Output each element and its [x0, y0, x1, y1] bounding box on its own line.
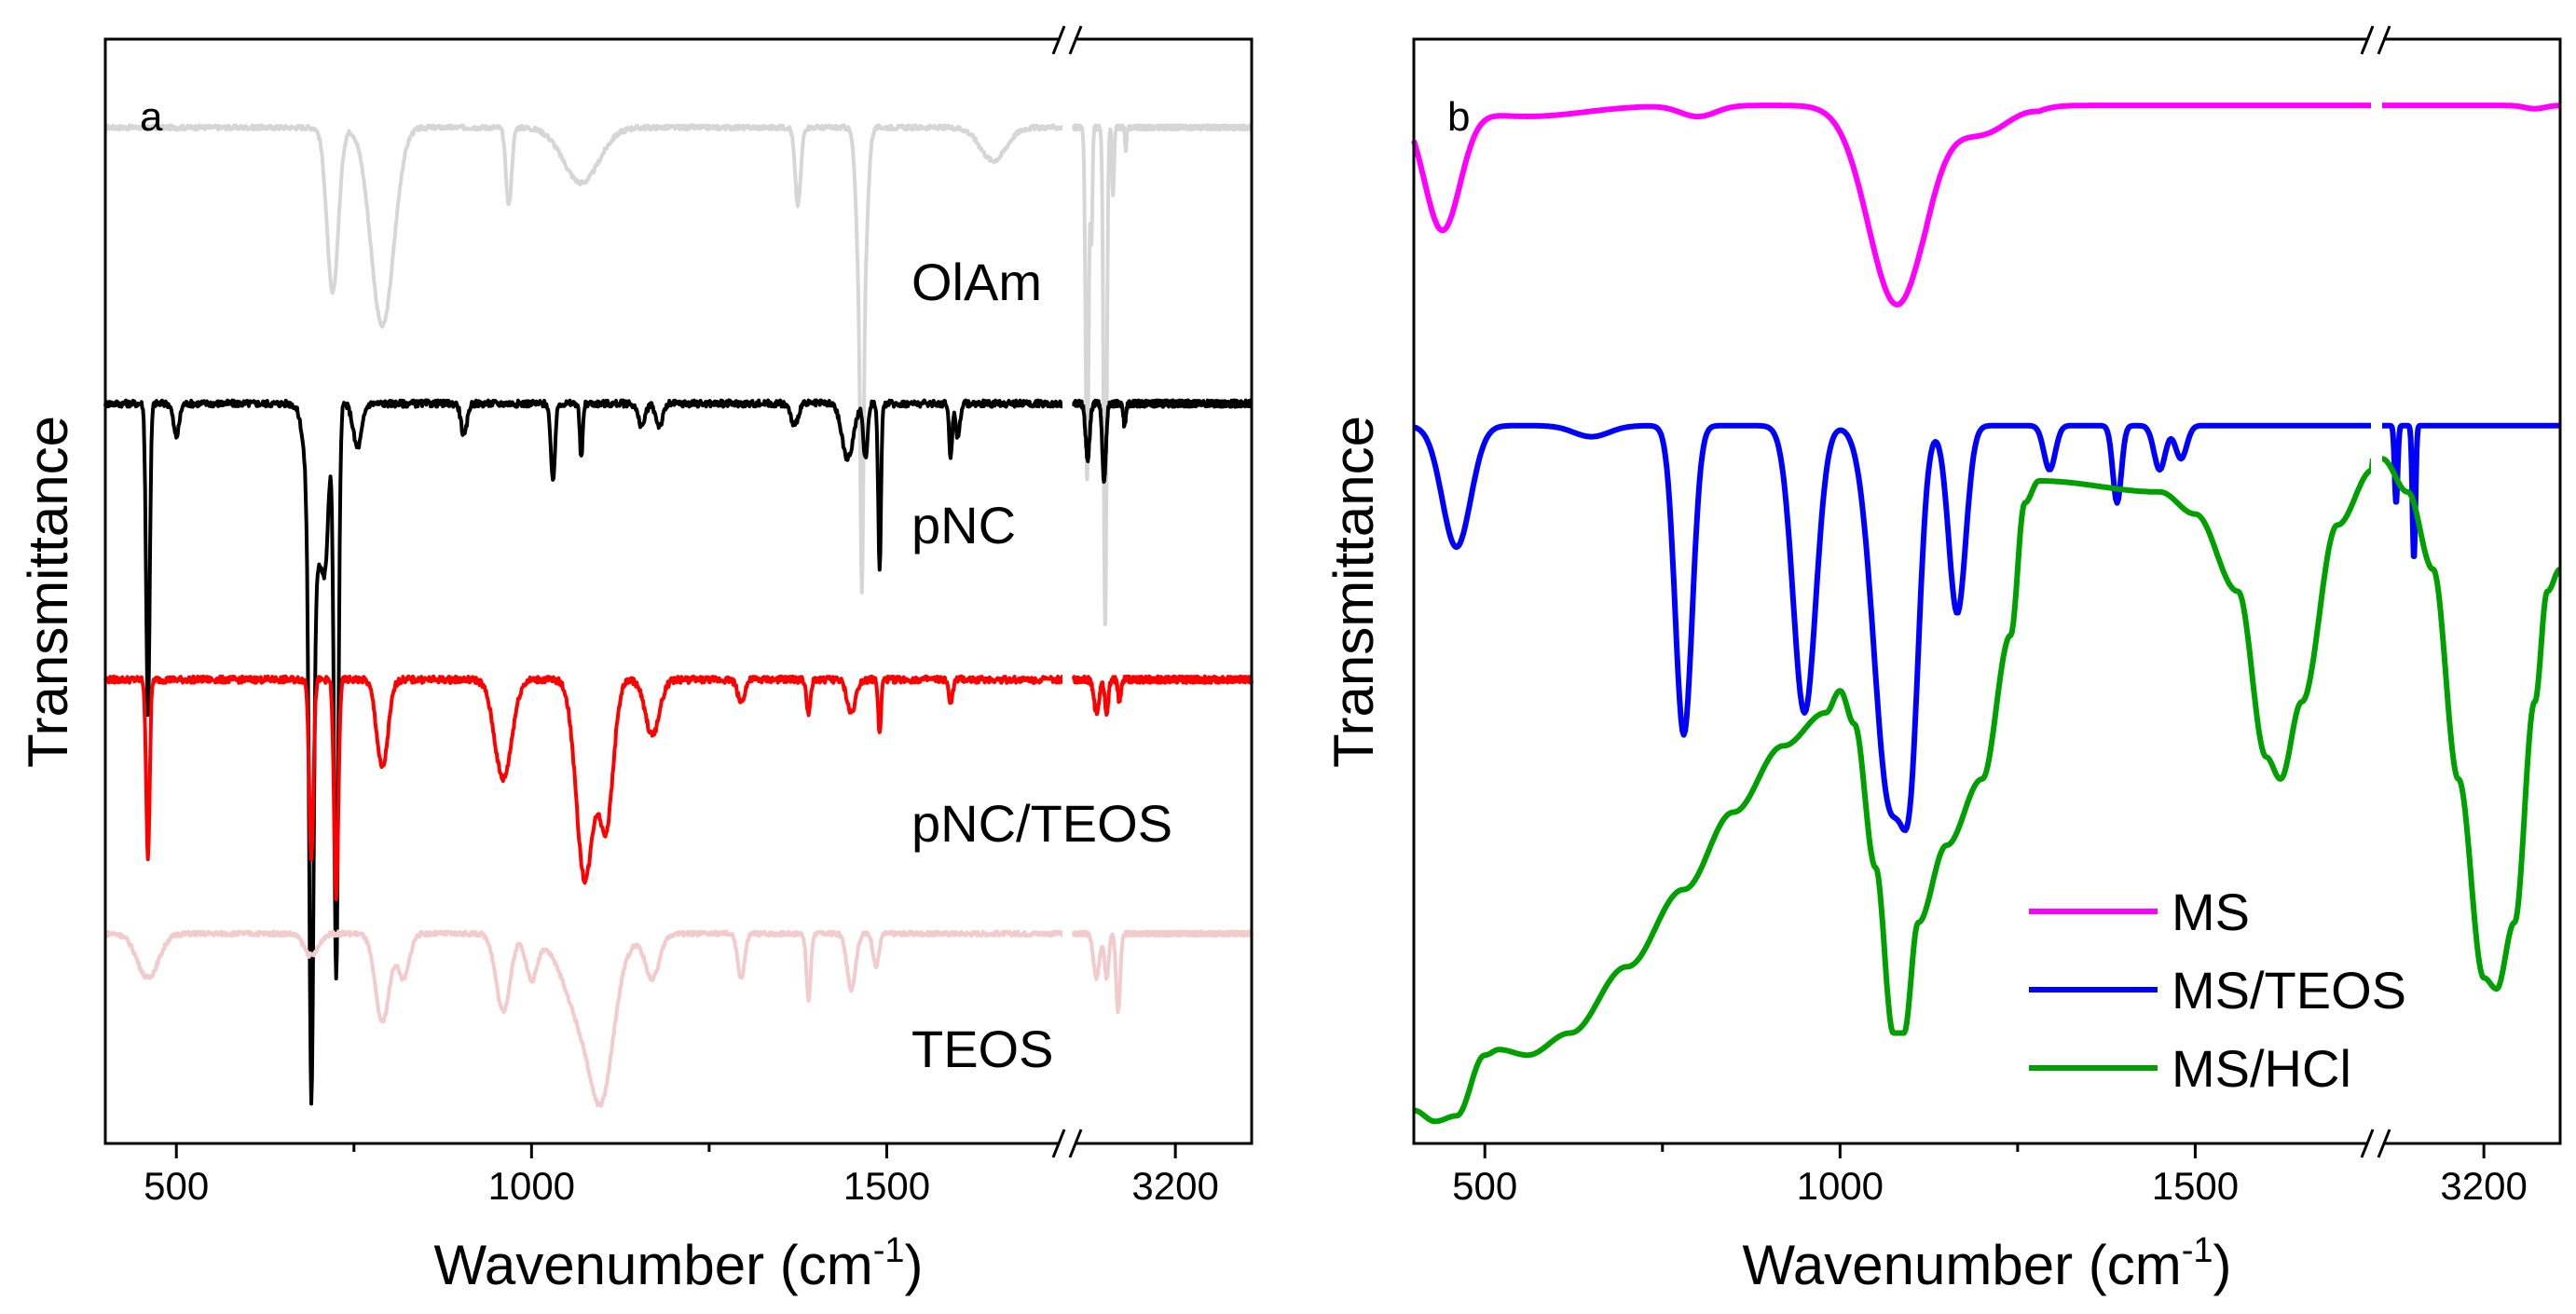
x-tick-label-1500-a: 1500: [843, 1164, 930, 1208]
axis-break-gap-a: [1062, 28, 1072, 1146]
series-line-ms-teos-segment-2: [2379, 422, 2563, 559]
legend: MS MS/TEOS MS/HCl: [2029, 883, 2406, 1098]
plot-frame-b: [1412, 37, 2562, 1145]
series-label-pnc: pNC: [911, 496, 1016, 554]
x-axis-title-b: Wavenumber (cm-1): [1743, 1231, 2232, 1296]
x-tick-label-1500-b: 1500: [2152, 1164, 2239, 1208]
legend-label-ms: MS: [2172, 883, 2250, 941]
x-tick-label-1000-a: 1000: [488, 1164, 575, 1208]
curves-b: [1411, 103, 2563, 1125]
x-axis-title-b-sup: -1: [2182, 1231, 2213, 1270]
panel-label-a: a: [140, 94, 163, 140]
series-label-pnc-teos: pNC/TEOS: [911, 794, 1172, 853]
x-axis-title-a-sup: -1: [873, 1231, 905, 1270]
series-line-pnc-teos-segment-1: [103, 674, 1066, 902]
x-axis-title-b-end: ): [2213, 1234, 2232, 1296]
series-line-teos-segment-1: [103, 929, 1066, 1108]
legend-label-ms-hcl: MS/HCl: [2172, 1039, 2351, 1098]
series-line-pnc-teos-segment-2: [1072, 674, 1254, 717]
x-axis-title-a-end: ): [905, 1234, 924, 1296]
series-line-ms-segment-2: [2379, 103, 2563, 112]
series-line-pnc-segment-2: [1072, 398, 1254, 485]
panel-label-b: b: [1447, 94, 1470, 140]
axis-break-mark-a: [1051, 25, 1083, 1158]
series-label-teos: TEOS: [911, 1020, 1053, 1078]
x-axis-title-a: Wavenumber (cm-1): [434, 1231, 924, 1296]
series-line-teos-segment-2: [1072, 929, 1254, 1015]
series-line-ms-segment-1: [1411, 103, 2375, 308]
y-axis-title-b: Transmittance: [1322, 416, 1385, 768]
axis-break-mark-b: [2360, 25, 2391, 1158]
series-line-ms-teos-segment-1: [1412, 422, 2375, 833]
x-tick-label-1000-b: 1000: [1797, 1164, 1884, 1208]
y-axis-title-a: Transmittance: [17, 416, 79, 768]
x-axis-title-b-main: Wavenumber (cm: [1743, 1234, 2182, 1296]
plot-frame-a: [103, 37, 1254, 1145]
curves-a: [103, 123, 1254, 1108]
legend-label-ms-teos: MS/TEOS: [2172, 961, 2406, 1020]
series-line-ms-hcl-segment-1: [1412, 458, 2376, 1125]
ticks-a: 500 1000 1500 3200: [144, 1143, 1219, 1208]
series-line-olam-segment-1: [103, 123, 1066, 595]
x-tick-label-500-b: 500: [1452, 1164, 1517, 1208]
axis-break-gap-b: [2371, 28, 2380, 1146]
series-label-olam: OlAm: [911, 253, 1042, 311]
series-line-pnc-segment-1: [103, 398, 1066, 1106]
panel-b: 500 1000 1500 3200 b Transmittance Wavenumb…: [1322, 25, 2563, 1296]
ticks-b: 500 1000 1500 3200: [1452, 1143, 2528, 1208]
x-tick-label-3200-b: 3200: [2440, 1164, 2527, 1208]
panel-a: 500 1000 1500 3200 a OlAm pNC pNC/TEOS TEOS…: [17, 25, 1254, 1296]
series-line-ms-hcl-segment-2: [2379, 456, 2563, 992]
x-axis-title-a-main: Wavenumber (cm: [434, 1234, 873, 1296]
series-line-olam-segment-2: [1072, 123, 1254, 626]
x-tick-label-500-a: 500: [144, 1164, 209, 1208]
x-tick-label-3200-a: 3200: [1131, 1164, 1218, 1208]
